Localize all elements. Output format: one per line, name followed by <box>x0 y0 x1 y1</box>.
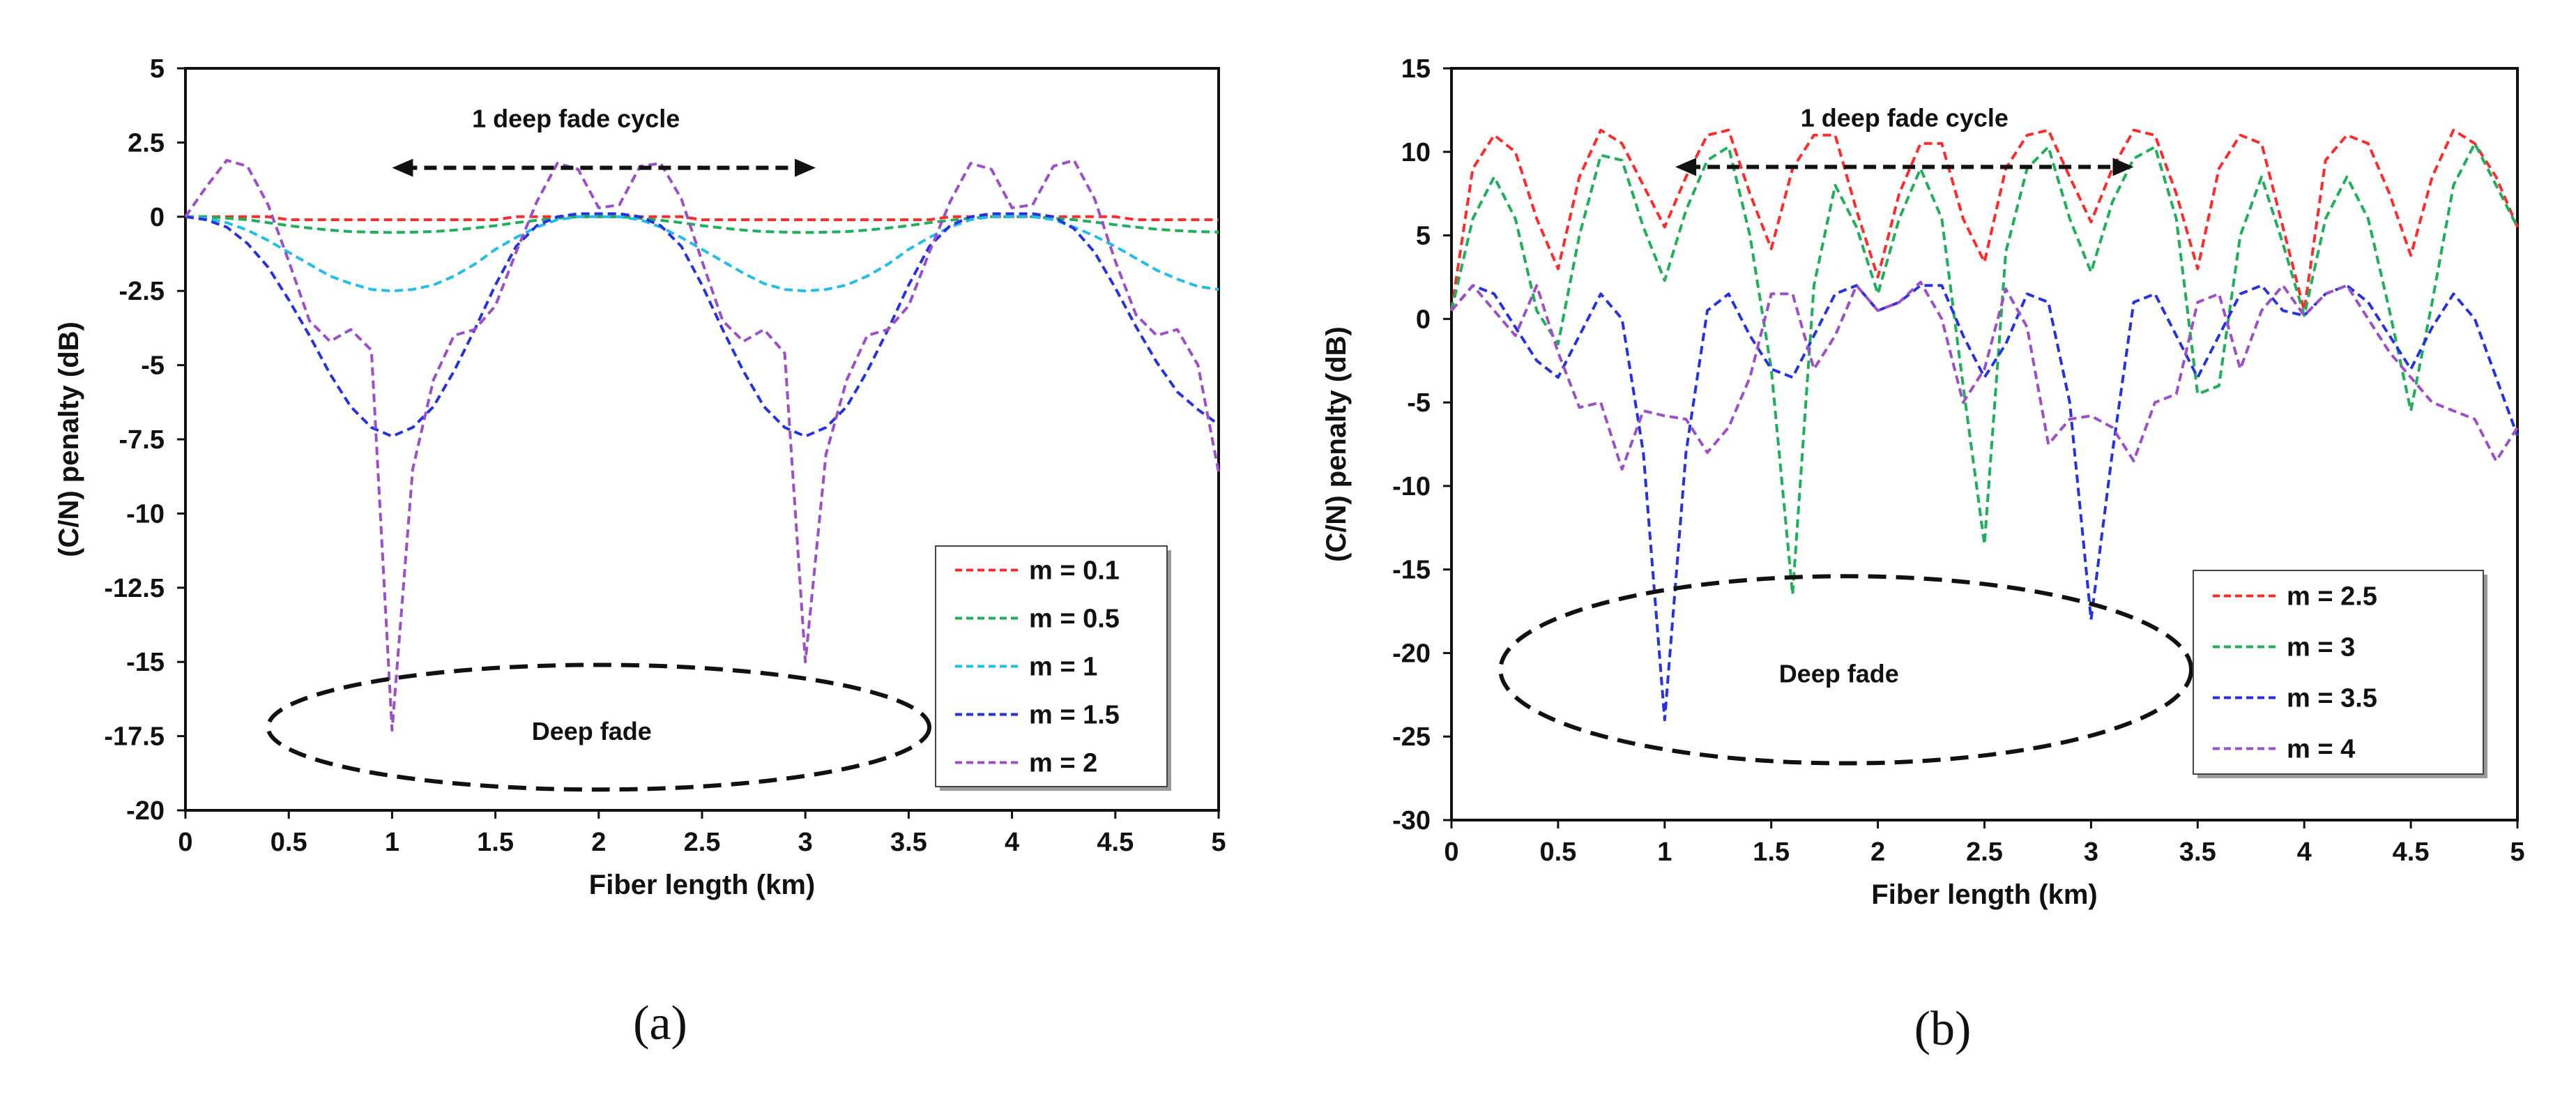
y-tick-label: -15 <box>126 648 165 677</box>
x-tick-label: 5 <box>2510 838 2524 867</box>
y-tick-label: -12.5 <box>104 574 165 603</box>
y-tick-label: 5 <box>1416 222 1431 251</box>
series-line-5 <box>184 158 1220 732</box>
x-tick-label: 5 <box>1211 828 1226 857</box>
x-tick-label: 0.5 <box>1539 838 1576 867</box>
x-tick-label: 0.5 <box>270 828 307 857</box>
legend-entry-label: m = 1.5 <box>1029 701 1120 730</box>
legend-entry-label: m = 4 <box>2287 735 2355 764</box>
y-tick-label: -5 <box>141 351 165 381</box>
series-line-4 <box>185 212 1220 438</box>
panel-label: (b) <box>1914 1002 1972 1056</box>
series-line-1 <box>1450 128 2519 312</box>
y-tick-label: -15 <box>1392 556 1431 585</box>
y-tick-label: 2.5 <box>128 128 165 158</box>
cycle-arrow-head-right <box>2112 158 2134 176</box>
x-tick-label: 1.5 <box>477 828 514 857</box>
legend-entry-label: m = 0.1 <box>1029 556 1120 586</box>
y-axis-title: (C/N) penalty (dB) <box>54 321 84 557</box>
x-tick-label: 4.5 <box>1097 828 1134 857</box>
deep-fade-ellipse <box>1498 574 2194 766</box>
deep-fade-ellipse <box>266 662 932 792</box>
deep-fade-label: Deep fade <box>1779 659 1899 688</box>
y-tick-label: -2.5 <box>119 277 165 306</box>
deep-fade-label: Deep fade <box>532 717 652 745</box>
y-tick-label: -5 <box>1407 388 1431 418</box>
y-tick-label: -20 <box>126 796 165 826</box>
x-tick-label: 4 <box>2297 838 2312 867</box>
legend-box <box>935 545 1168 787</box>
legend-entry-label: m = 0.5 <box>1029 605 1120 634</box>
x-tick-label: 3.5 <box>2179 838 2216 867</box>
y-tick-label: -25 <box>1392 722 1431 752</box>
y-tick-label: 15 <box>1401 54 1431 84</box>
x-tick-label: 2.5 <box>1966 838 2003 867</box>
x-tick-label: 1 <box>385 828 399 857</box>
x-axis-title: Fiber length (km) <box>589 870 815 900</box>
y-tick-label: -20 <box>1392 639 1431 668</box>
y-tick-label: 0 <box>1416 305 1431 334</box>
legend-entry-label: m = 1 <box>1029 653 1097 682</box>
x-tick-label: 2 <box>1870 838 1885 867</box>
x-tick-label: 2.5 <box>684 828 721 857</box>
cycle-arrow-head-left <box>1675 158 1697 176</box>
legend-entry-label: m = 3 <box>2287 633 2355 662</box>
series-line-3 <box>185 215 1219 293</box>
x-tick-label: 4 <box>1005 828 1019 857</box>
series-line-2 <box>1450 142 2519 596</box>
y-tick-label: -7.5 <box>119 425 165 455</box>
cycle-annotation-label: 1 deep fade cycle <box>472 105 680 133</box>
y-tick-label: -30 <box>1392 806 1431 835</box>
cycle-arrow-head-right <box>795 158 816 177</box>
y-tick-label: -17.5 <box>104 722 165 752</box>
legend-box <box>2193 570 2484 775</box>
y-tick-label: 10 <box>1401 138 1431 167</box>
x-tick-label: 0 <box>178 828 192 857</box>
legend-entry-label: m = 2.5 <box>2287 582 2377 612</box>
x-tick-label: 1.5 <box>1753 838 1790 867</box>
y-tick-label: 0 <box>150 203 165 232</box>
y-axis-title: (C/N) penalty (dB) <box>1321 326 1352 562</box>
cycle-arrow-head-left <box>392 158 413 177</box>
y-tick-label: -10 <box>1392 472 1431 501</box>
x-tick-label: 3.5 <box>890 828 927 857</box>
legend: m = 2.5 m = 3 m = 3.5 m = 4 <box>2193 570 2487 778</box>
x-tick-label: 2 <box>591 828 606 857</box>
series-line-4 <box>1450 280 2519 471</box>
x-tick-label: 3 <box>2084 838 2098 867</box>
cycle-annotation-label: 1 deep fade cycle <box>1801 103 2009 132</box>
y-tick-label: -10 <box>126 499 165 529</box>
legend: m = 0.1 m = 0.5 m = 1 m = 1.5 m = 2 <box>935 545 1171 791</box>
chart-panel-a: 0 0.5 1 1.5 2 2.5 3 3.5 4 4.5 5 5 2.5 0 -2.5 -5 -7.5 -10 -… <box>54 54 1226 1050</box>
x-tick-label: 4.5 <box>2393 838 2430 867</box>
legend-entry-label: m = 3.5 <box>2287 684 2377 713</box>
legend-entry-label: m = 2 <box>1029 749 1097 778</box>
x-tick-label: 0 <box>1444 838 1458 867</box>
x-axis-title: Fiber length (km) <box>1871 879 2097 910</box>
x-tick-label: 3 <box>798 828 813 857</box>
chart-panel-b: 0 0.5 1 1.5 2 2.5 3 3.5 4 4.5 5 15 10 5 0 -5 -10 -15 -20 -2… <box>1321 54 2525 1056</box>
x-tick-label: 1 <box>1657 838 1672 867</box>
y-tick-label: 5 <box>150 54 165 84</box>
panel-label: (a) <box>633 997 687 1050</box>
